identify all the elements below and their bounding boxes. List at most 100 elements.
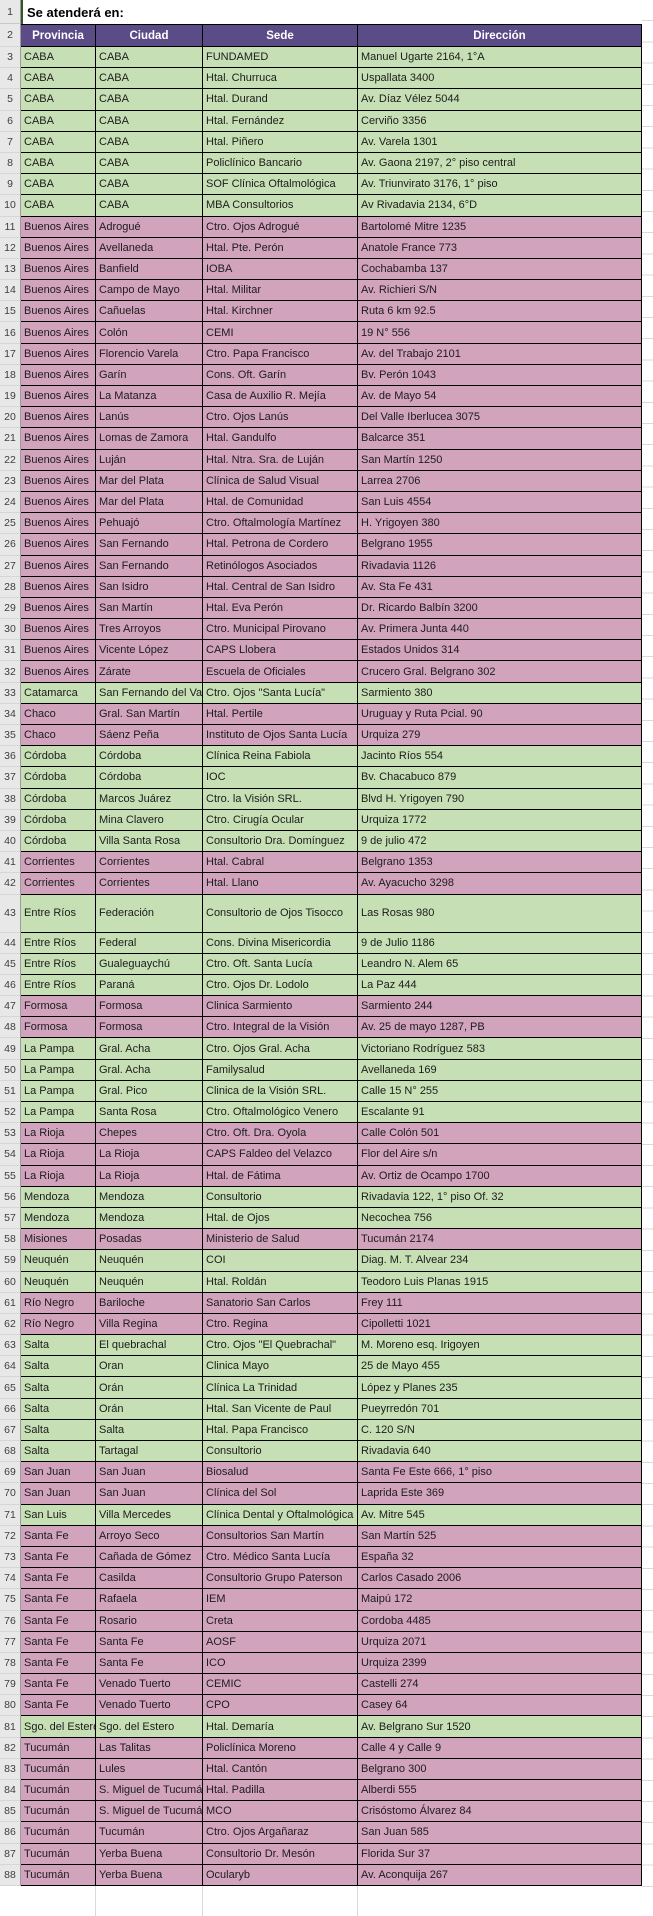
row-number[interactable]: 26 <box>0 534 21 556</box>
cell-direccion[interactable]: Flor del Aire s/n <box>358 1144 642 1166</box>
cell-provincia[interactable]: Buenos Aires <box>21 428 96 450</box>
row-number[interactable]: 70 <box>0 1483 21 1505</box>
cell-ciudad[interactable]: CABA <box>96 110 203 132</box>
row-number[interactable]: 19 <box>0 386 21 408</box>
cell-direccion[interactable]: Bartolomé Mitre 1235 <box>358 216 642 238</box>
cell-ciudad[interactable]: Corrientes <box>96 873 203 895</box>
row-number[interactable]: 72 <box>0 1525 21 1547</box>
cell-provincia[interactable]: La Pampa <box>21 1080 96 1102</box>
cell-direccion[interactable]: Leandro N. Alem 65 <box>358 953 642 975</box>
row-number[interactable]: 39 <box>0 809 21 831</box>
cell-ciudad[interactable]: CABA <box>96 47 203 69</box>
cell-ciudad[interactable]: Sáenz Peña <box>96 725 203 747</box>
cell-ciudad[interactable]: Villa Mercedes <box>96 1504 203 1526</box>
cell-sede[interactable]: SOF Clínica Oftalmológica <box>203 174 358 196</box>
row-number[interactable]: 78 <box>0 1652 21 1675</box>
cell-ciudad[interactable]: Garín <box>96 364 203 386</box>
cell-sede[interactable]: Htal. de Ojos <box>203 1207 358 1230</box>
row-number[interactable]: 5 <box>0 89 21 111</box>
cell-sede[interactable]: CEMIC <box>203 1674 358 1696</box>
cell-sede[interactable]: Ocularyb <box>203 1864 358 1886</box>
cell-direccion[interactable]: Av. Aconquija 267 <box>358 1864 642 1886</box>
cell-sede[interactable]: Sanatorio San Carlos <box>203 1292 358 1314</box>
cell-direccion[interactable]: Av. Belgrano Sur 1520 <box>358 1716 642 1738</box>
row-number[interactable]: 60 <box>0 1271 21 1293</box>
row-number[interactable]: 30 <box>0 619 21 641</box>
row-number[interactable]: 50 <box>0 1059 21 1081</box>
row-number[interactable]: 38 <box>0 788 21 810</box>
row-number[interactable]: 79 <box>0 1674 21 1696</box>
cell-direccion[interactable]: Necochea 756 <box>358 1207 642 1230</box>
cell-sede[interactable]: Ctro. Oft. Santa Lucía <box>203 953 358 975</box>
cell-ciudad[interactable]: Santa Fe <box>96 1652 203 1675</box>
cell-ciudad[interactable]: Mendoza <box>96 1186 203 1208</box>
row-number[interactable]: 17 <box>0 343 21 365</box>
cell-provincia[interactable]: CABA <box>21 110 96 132</box>
cell-ciudad[interactable]: Lules <box>96 1758 203 1780</box>
cell-provincia[interactable]: Córdoba <box>21 788 96 810</box>
cell-direccion[interactable]: Teodoro Luis Planas 1915 <box>358 1271 642 1293</box>
row-number[interactable]: 76 <box>0 1610 21 1632</box>
cell-provincia[interactable]: CABA <box>21 89 96 111</box>
cell-sede[interactable]: Htal. Fernández <box>203 110 358 132</box>
cell-sede[interactable]: CAPS Faldeo del Velazco <box>203 1144 358 1166</box>
cell-provincia[interactable]: Santa Fe <box>21 1610 96 1632</box>
row-number[interactable]: 73 <box>0 1546 21 1569</box>
cell-sede[interactable]: Htal. Padilla <box>203 1780 358 1802</box>
cell-direccion[interactable]: Av Rivadavia 2134, 6°D <box>358 195 642 217</box>
row-number[interactable]: 65 <box>0 1377 21 1399</box>
cell-ciudad[interactable]: CABA <box>96 131 203 153</box>
cell-provincia[interactable]: Buenos Aires <box>21 470 96 492</box>
cell-ciudad[interactable]: Orán <box>96 1398 203 1420</box>
row-number[interactable]: 58 <box>0 1229 21 1251</box>
cell-direccion[interactable]: Av. Sta Fe 431 <box>358 576 642 598</box>
cell-provincia[interactable]: Tucumán <box>21 1864 96 1886</box>
cell-direccion[interactable]: Urquiza 2399 <box>358 1652 642 1675</box>
cell-direccion[interactable]: Belgrano 1955 <box>358 534 642 556</box>
row-number[interactable]: 3 <box>0 47 21 69</box>
row-number[interactable]: 52 <box>0 1102 21 1124</box>
cell-provincia[interactable]: La Rioja <box>21 1144 96 1166</box>
cell-ciudad[interactable]: Lomas de Zamora <box>96 428 203 450</box>
cell-direccion[interactable]: Tucumán 2174 <box>358 1229 642 1251</box>
cell-sede[interactable]: Cons. Oft. Garín <box>203 364 358 386</box>
cell-direccion[interactable]: 9 de Julio 1186 <box>358 932 642 954</box>
cell-sede[interactable]: Htal. Kirchner <box>203 301 358 323</box>
cell-provincia[interactable]: Entre Ríos <box>21 953 96 975</box>
cell-direccion[interactable]: Florida Sur 37 <box>358 1843 642 1865</box>
cell-direccion[interactable]: Av. 25 de mayo 1287, PB <box>358 1017 642 1039</box>
cell-provincia[interactable]: CABA <box>21 47 96 69</box>
cell-sede[interactable]: Htal. Cantón <box>203 1758 358 1780</box>
cell-sede[interactable]: Ctro. Regina <box>203 1313 358 1336</box>
cell-direccion[interactable]: Urquiza 2071 <box>358 1631 642 1653</box>
cell-direccion[interactable]: Av. Ortiz de Ocampo 1700 <box>358 1165 642 1187</box>
cell-sede[interactable]: Consultorio de Ojos Tisocco <box>203 894 358 933</box>
cell-sede[interactable]: MBA Consultorios <box>203 195 358 217</box>
cell-sede[interactable]: Ministerio de Salud <box>203 1229 358 1251</box>
row-number[interactable]: 80 <box>0 1695 21 1717</box>
cell-provincia[interactable]: Neuquén <box>21 1250 96 1272</box>
cell-direccion[interactable]: San Juan 585 <box>358 1822 642 1844</box>
cell-ciudad[interactable]: CABA <box>96 152 203 175</box>
row-number[interactable]: 28 <box>0 576 21 598</box>
cell-sede[interactable]: Htal. San Vicente de Paul <box>203 1398 358 1420</box>
cell-ciudad[interactable]: Villa Santa Rosa <box>96 830 203 853</box>
cell-ciudad[interactable]: Paraná <box>96 974 203 997</box>
row-number[interactable]: 35 <box>0 725 21 747</box>
cell-provincia[interactable]: San Juan <box>21 1483 96 1505</box>
cell-direccion[interactable]: Avellaneda 169 <box>358 1059 642 1081</box>
cell-sede[interactable]: Consultorio <box>203 1441 358 1463</box>
cell-sede[interactable]: Htal. Piñero <box>203 131 358 153</box>
cell-sede[interactable]: Clínica del Sol <box>203 1483 358 1505</box>
row-number[interactable]: 46 <box>0 974 21 997</box>
cell-direccion[interactable]: Blvd H. Yrigoyen 790 <box>358 788 642 810</box>
cell-ciudad[interactable]: Sgo. del Estero <box>96 1716 203 1738</box>
cell-direccion[interactable]: Escalante 91 <box>358 1102 642 1124</box>
row-number[interactable]: 43 <box>0 894 21 933</box>
cell-sede[interactable]: Htal. Gandulfo <box>203 428 358 450</box>
cell-direccion[interactable]: Frey 111 <box>358 1292 642 1314</box>
row-number[interactable]: 13 <box>0 258 21 281</box>
cell-provincia[interactable]: Santa Fe <box>21 1546 96 1569</box>
cell-sede[interactable]: IOBA <box>203 258 358 281</box>
cell-sede[interactable]: Htal. de Comunidad <box>203 491 358 514</box>
